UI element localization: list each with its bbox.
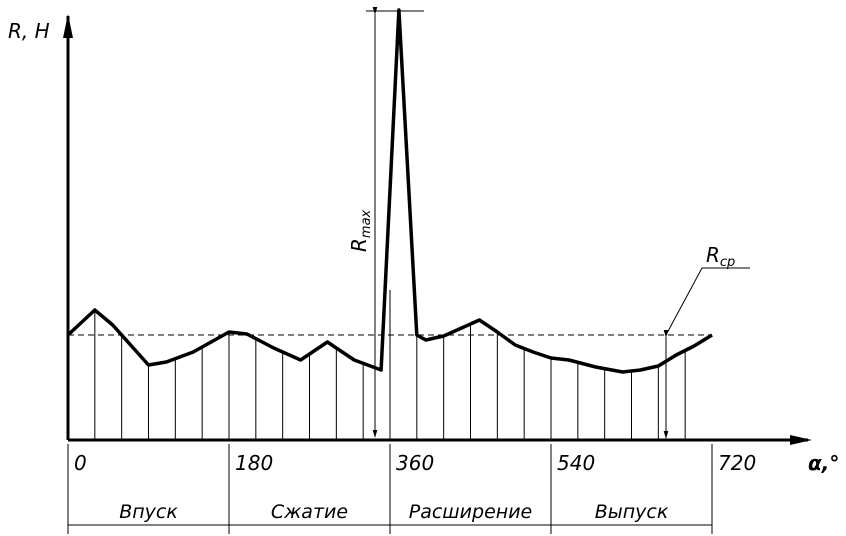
rcp-label: Rcp bbox=[706, 243, 735, 270]
x-axis-label: α,° bbox=[808, 451, 839, 475]
phase-labels: Впуск Сжатие Расширение Выпуск bbox=[119, 501, 669, 523]
x-tick-label: 360 bbox=[396, 451, 434, 475]
phase-label: Расширение bbox=[409, 501, 533, 523]
x-tick-labels: 0 180 360 540 720 bbox=[74, 451, 756, 475]
phase-dimension-lines bbox=[67, 444, 713, 534]
y-axis-label: R, H bbox=[8, 19, 50, 43]
x-tick-label: 0 bbox=[74, 451, 87, 475]
phase-label: Сжатие bbox=[271, 501, 348, 523]
x-tick-label: 720 bbox=[718, 451, 756, 475]
vertical-grid-lines bbox=[94, 290, 686, 440]
phase-label: Выпуск bbox=[595, 501, 669, 523]
x-axis-arrow bbox=[790, 435, 812, 445]
x-tick-label: 180 bbox=[235, 451, 273, 475]
phase-label: Впуск bbox=[119, 501, 178, 523]
rcp-leader-line bbox=[665, 267, 703, 336]
force-curve bbox=[66, 8, 713, 374]
x-tick-label: 540 bbox=[557, 451, 595, 475]
y-axis-arrow bbox=[63, 14, 73, 38]
rmax-label: Rmax bbox=[347, 209, 374, 252]
